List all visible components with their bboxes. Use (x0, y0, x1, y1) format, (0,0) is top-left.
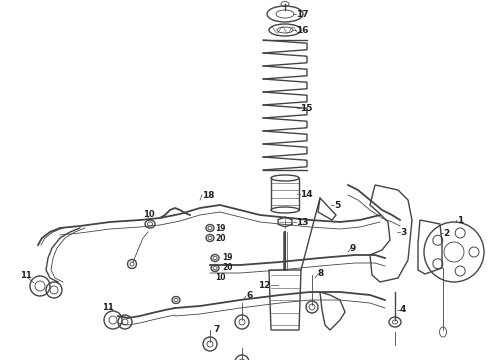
Text: 14: 14 (300, 189, 313, 198)
Text: 19: 19 (215, 224, 225, 233)
Text: 18: 18 (202, 190, 215, 199)
Text: 4: 4 (400, 306, 406, 315)
Text: 17: 17 (296, 9, 309, 18)
Text: 20: 20 (222, 264, 232, 273)
Text: 13: 13 (296, 217, 309, 226)
Text: 19: 19 (222, 253, 232, 262)
Text: 20: 20 (215, 234, 225, 243)
Text: 7: 7 (213, 325, 220, 334)
Ellipse shape (271, 175, 299, 181)
Text: 6: 6 (246, 292, 252, 301)
Ellipse shape (271, 207, 299, 213)
Text: 1: 1 (457, 216, 463, 225)
Text: 2: 2 (443, 229, 449, 238)
Text: 5: 5 (334, 201, 340, 210)
Text: 11: 11 (102, 303, 114, 312)
Text: 16: 16 (296, 26, 309, 35)
Text: 15: 15 (300, 104, 313, 113)
Text: 11: 11 (20, 271, 32, 280)
Text: 10: 10 (143, 210, 155, 219)
Text: 12: 12 (258, 280, 270, 289)
Text: 8: 8 (318, 270, 324, 279)
Text: 10: 10 (215, 274, 225, 283)
Text: 9: 9 (350, 243, 356, 252)
Text: 3: 3 (400, 228, 406, 237)
